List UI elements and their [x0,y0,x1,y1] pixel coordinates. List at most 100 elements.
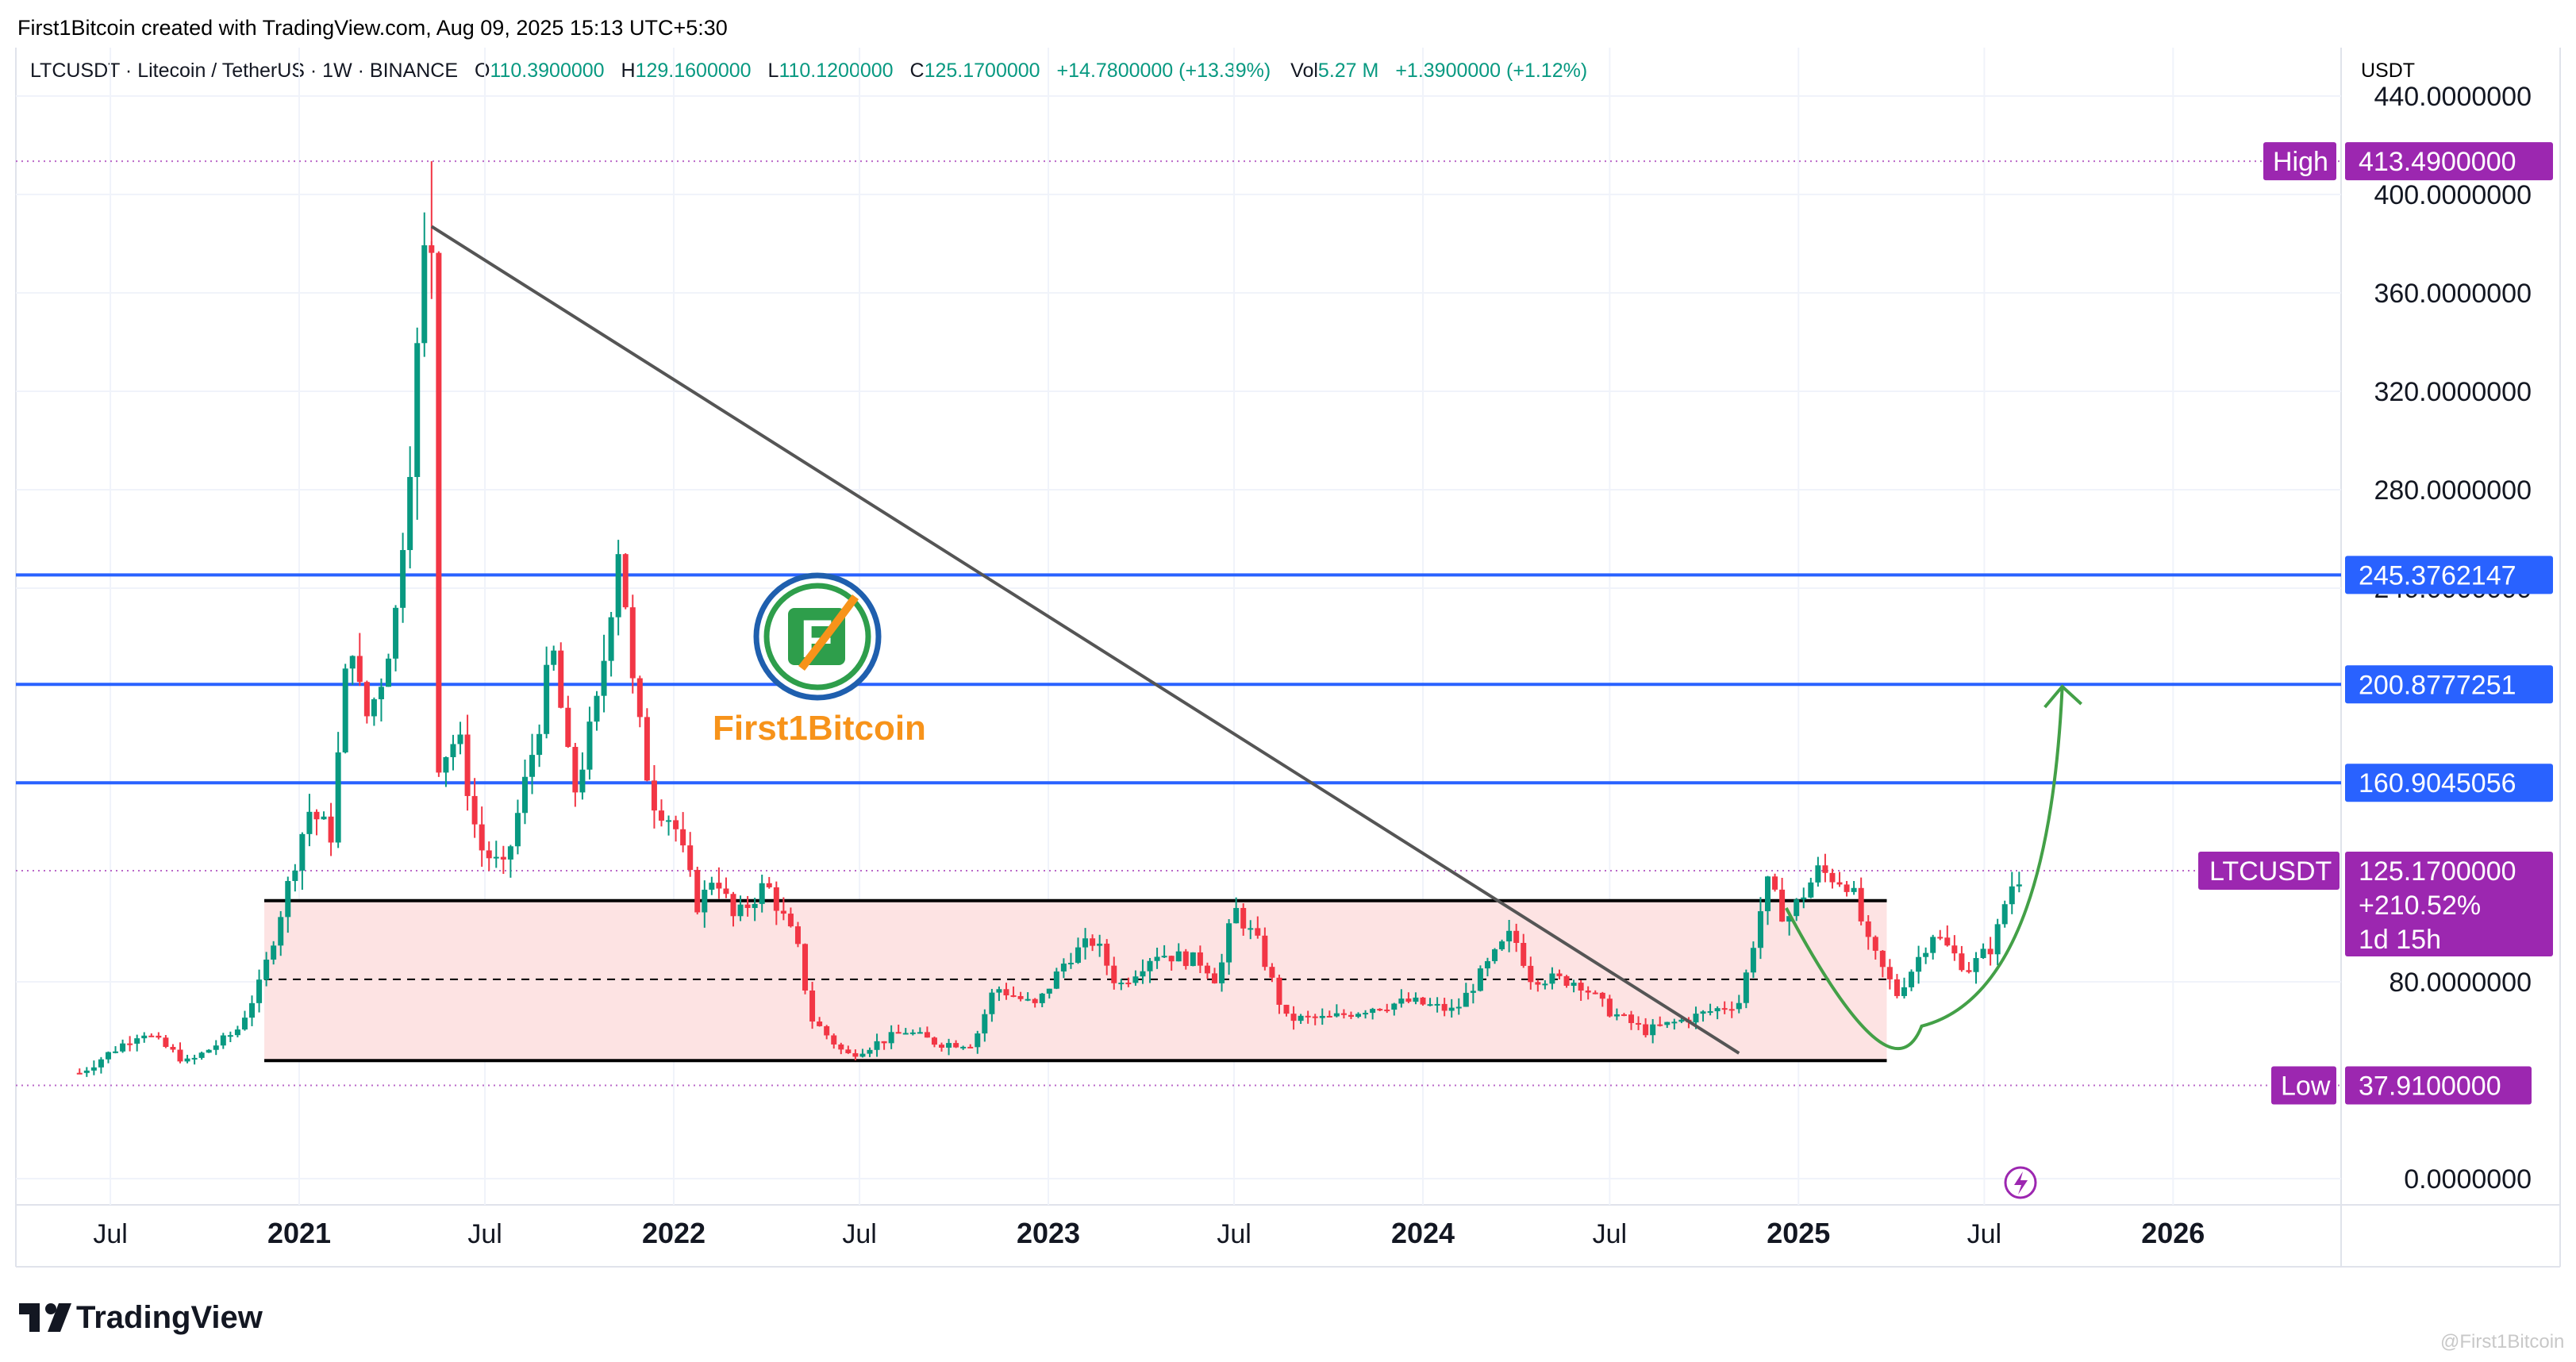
price-tick-label: 80.0000000 [2389,968,2532,998]
candle-body [335,752,341,843]
candle-body [651,780,657,811]
price-axis[interactable]: 440.0000000 400.0000000 360.0000000 320.000… [16,82,2532,1195]
candle-body [2009,886,2015,905]
candle-body [450,744,456,757]
candle-body [1815,865,1821,883]
candle-body [1794,899,1800,917]
candle-body [436,252,442,773]
candle-body [594,695,600,722]
candle-body [1484,960,1490,969]
candle-body [414,343,421,477]
candle-body [787,914,794,927]
candle-body [1204,965,1210,974]
credit-line: First1Bitcoin created with TradingView.c… [17,16,728,40]
candle-body [1413,997,1419,1002]
candle-body [1959,953,1965,971]
candle-body [1628,1014,1635,1023]
candle-body [1808,882,1814,898]
candle-body [529,755,536,777]
candle-body [881,1041,887,1044]
candle-body [1937,937,1944,939]
volume-change: +1.3900000 (+1.12%) [1395,60,1587,82]
first1bitcoin-logo: F First1Bitcoin [713,572,926,748]
tradingview-brand[interactable]: TradingView [19,1300,263,1335]
candle-body [909,1032,916,1034]
candle-body [859,1053,866,1057]
time-axis[interactable]: Jul 2021 Jul 2022 Jul 2023 Jul 2024 Jul 2025 Jul 20… [93,48,2205,1249]
projection-curve [1785,686,2064,1050]
change-value: +14.7800000 (+13.39%) [1057,60,1271,82]
candle-body [1714,1008,1721,1012]
candle-body [1664,1022,1671,1025]
candle-body [177,1049,183,1062]
logo-mark-icon [788,608,845,665]
candle-body [1118,983,1125,985]
candle-body [400,550,406,608]
candle-body [1757,911,1763,948]
candle-body [744,904,751,908]
candle-body [1513,930,1520,943]
level-tag-value: 200.8777251 [2359,670,2516,700]
candle-body [1829,872,1836,883]
candle-body [1075,947,1082,964]
candle-body [586,721,593,770]
candle-body [1154,956,1160,961]
candle-body [874,1041,880,1050]
candle-body [1269,967,1275,978]
candle-body [924,1032,930,1038]
candle-body [536,733,543,756]
candle-body [551,650,557,665]
candle-body [241,1018,248,1030]
candle-body [1930,937,1936,953]
candle-body [1944,937,1951,946]
candle-body [1764,876,1771,912]
open-value: 110.3900000 [490,60,604,82]
candle-body [285,880,291,918]
candle-body [306,811,313,834]
lightning-icon[interactable] [2004,1166,2037,1199]
candle-body [271,945,277,960]
candle-body [1168,956,1175,962]
candle-body [321,816,327,820]
low-label: L [768,60,779,82]
candle-body [1779,889,1786,922]
candle-body [1563,975,1570,986]
candle-body [702,889,708,913]
candle-body [1326,1015,1332,1018]
range-box [264,898,1887,1063]
candle-body [687,845,694,871]
candle-body [1060,964,1067,971]
candle-body [299,833,306,871]
price-tick-label: 0.0000000 [2404,1164,2532,1195]
candle-body [2016,884,2022,887]
candle-body [386,658,392,687]
candle-body [1067,963,1074,965]
candle-body [1858,887,1864,921]
candle-body [1693,1014,1699,1023]
candle-body [256,979,263,1003]
candle-body [1506,930,1513,942]
candle-body [98,1059,104,1068]
price-tick-label: 280.0000000 [2374,475,2532,506]
candle-body [1248,928,1254,930]
candle-body [471,795,478,825]
candle-body [1161,956,1167,958]
candle-body [514,813,521,847]
candle-body [666,820,672,822]
price-tags[interactable]: High 413.4900000 245.3762147 200.8777251 160… [2198,142,2553,1105]
candle-body [263,960,270,980]
candle-body [1290,1014,1297,1022]
candle-body [1836,882,1843,885]
last-price-tag-bg [2345,851,2553,956]
candle-body [292,870,298,881]
candle-body [1994,924,2001,955]
candle-body [1470,991,1476,993]
candle-body [752,903,758,908]
candle-body [917,1032,923,1034]
candle-body [1872,937,1878,951]
candle-body [1003,989,1009,996]
candle-body [407,476,413,551]
candle-body [852,1052,859,1057]
candle-body [443,756,449,773]
